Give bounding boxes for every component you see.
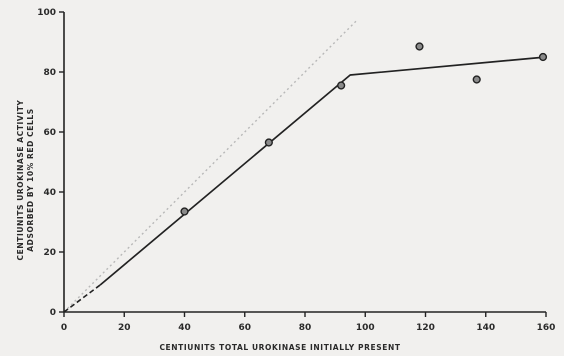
fitted-line-layer: [63, 56, 547, 313]
data-point: [180, 207, 189, 216]
x-tick-label: 80: [299, 323, 312, 333]
data-point: [337, 81, 346, 90]
y-tick-label: 0: [50, 308, 56, 318]
y-tick-label: 60: [43, 128, 56, 138]
y-tick-label: 80: [43, 68, 56, 78]
data-point: [415, 42, 424, 51]
axes-layer: 0 20 40 60 80 100 0 20 40 60 80 100 120 140 160: [37, 8, 555, 333]
data-point: [264, 138, 273, 147]
reference-line-layer: [63, 20, 357, 313]
y-axis-label-line2: ADSORBED BY 10% RED CELLS: [26, 108, 35, 252]
y-tick-label: 40: [43, 188, 56, 198]
data-point: [538, 52, 548, 62]
x-tick-label: 100: [356, 323, 375, 333]
x-tick-label: 40: [178, 323, 191, 333]
x-tick-label: 160: [537, 323, 556, 333]
x-axis-label: CENTIUNITS TOTAL UROKINASE INITIALLY PRE…: [159, 343, 400, 352]
data-points-layer: [180, 42, 548, 216]
y-axis-label-line1: CENTIUNITS UROKINASE ACTIVITY: [16, 100, 25, 261]
y-tick-label: 100: [37, 8, 56, 18]
y-tick-label: 20: [43, 248, 56, 258]
x-tick-label: 20: [118, 323, 131, 333]
x-tick-label: 0: [61, 323, 67, 333]
x-tick-label: 120: [416, 323, 435, 333]
labels-layer: CENTIUNITS TOTAL UROKINASE INITIALLY PRE…: [16, 100, 400, 352]
x-tick-label: 140: [476, 323, 495, 333]
data-point: [472, 75, 481, 84]
fitted-line: [99, 56, 547, 286]
fitted-line-dashed: [63, 284, 101, 313]
reference-line: [63, 20, 357, 313]
x-tick-label: 60: [238, 323, 251, 333]
